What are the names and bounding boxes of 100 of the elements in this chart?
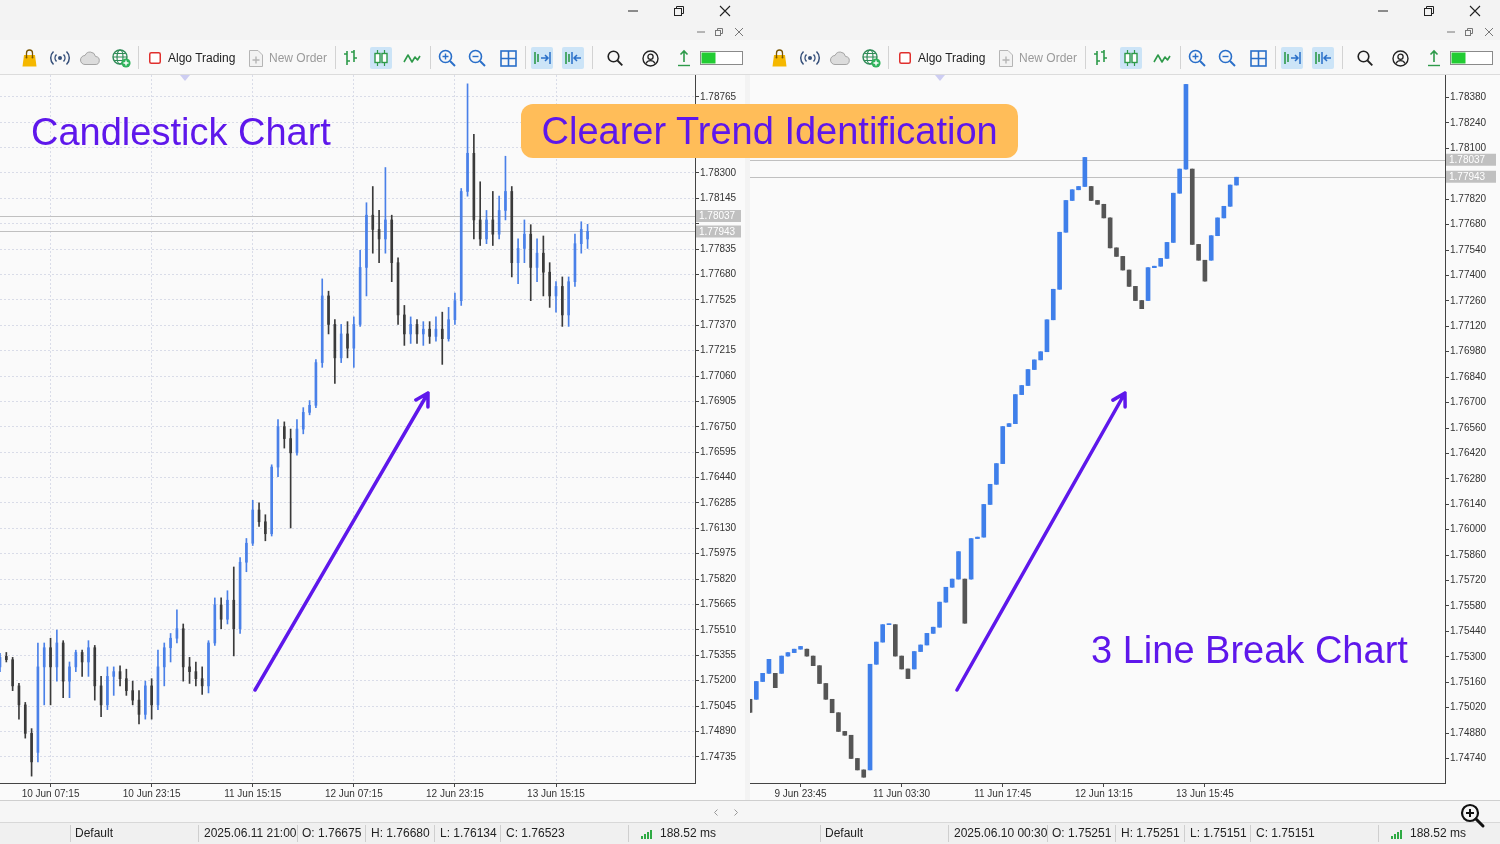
candlestick — [403, 305, 406, 346]
ref-line-label: 1.78037 — [699, 210, 736, 222]
candlestick — [150, 678, 153, 720]
candlestick — [207, 640, 210, 694]
y-tick-label: 1.78765 — [700, 90, 737, 102]
candlestick — [567, 276, 570, 327]
y-tick-label: 1.76595 — [700, 445, 737, 457]
y-tick-label: 1.77835 — [700, 242, 737, 254]
candlestick — [560, 276, 564, 327]
candlestick — [327, 290, 330, 335]
candlestick — [409, 316, 413, 344]
candlestick — [523, 219, 526, 264]
text: Candlestick Chart — [31, 111, 331, 153]
y-tick-label: 1.75020 — [1450, 701, 1487, 713]
y-tick-label: 1.76980 — [1450, 345, 1487, 357]
y-tick-label: 1.77120 — [1450, 320, 1487, 332]
text: L: 1.76134 — [440, 826, 497, 840]
y-tick-label: 1.74740 — [1450, 752, 1487, 764]
x-tick-label: 10 Jun 07:15 — [21, 787, 80, 799]
x-tick-label: 11 Jun 17:45 — [974, 787, 1032, 799]
y-tick-label: 1.75300 — [1450, 650, 1487, 662]
y-tick-label: 1.75580 — [1450, 599, 1487, 611]
candlestick — [485, 210, 488, 245]
x-tick-label: 12 Jun 23:15 — [426, 787, 485, 799]
y-tick-label: 1.74735 — [700, 750, 737, 762]
candlestick — [421, 321, 425, 346]
x-tick-label: 10 Jun 23:15 — [122, 787, 181, 799]
text: C: 1.76523 — [506, 826, 565, 840]
text: H: 1.75251 — [1121, 826, 1180, 840]
y-tick-label: 1.75665 — [700, 598, 737, 610]
text: Algo Trading — [918, 51, 986, 65]
candlestick — [548, 262, 552, 308]
y-tick-label: 1.78145 — [700, 192, 737, 204]
text: H: 1.76680 — [371, 826, 430, 840]
y-tick-label: 1.75720 — [1450, 574, 1487, 586]
y-tick-label: 1.77060 — [700, 369, 737, 381]
candlestick — [188, 657, 191, 684]
x-tick-label: 12 Jun 13:15 — [1074, 787, 1134, 799]
candlestick — [586, 224, 589, 249]
candlestick — [245, 538, 248, 573]
candlestick — [11, 657, 14, 691]
y-tick-label: 1.78380 — [1450, 91, 1487, 103]
y-tick-label: 1.75355 — [700, 649, 737, 661]
candlestick — [365, 202, 368, 297]
y-tick-label: 1.75440 — [1450, 625, 1487, 637]
y-tick-label: 1.76130 — [700, 522, 737, 534]
candlestick — [49, 637, 52, 706]
y-tick-label: 1.75045 — [700, 699, 737, 711]
y-tick-label: 1.75160 — [1450, 675, 1487, 687]
candlestick — [371, 186, 375, 254]
candlestick — [384, 167, 387, 254]
y-tick-label: 1.77540 — [1450, 243, 1487, 255]
y-tick-label: 1.75860 — [1450, 548, 1487, 560]
y-tick-label: 1.77680 — [1450, 218, 1487, 230]
y-tick-label: 1.75510 — [700, 623, 737, 635]
candlestick — [440, 311, 444, 365]
y-tick-label: 1.77525 — [700, 293, 737, 305]
candlestick — [87, 640, 90, 677]
y-tick-label: 1.74880 — [1450, 726, 1487, 738]
candlestick — [143, 680, 147, 720]
candlestick — [346, 321, 349, 359]
candlestick — [226, 590, 229, 625]
y-tick-label: 1.77370 — [700, 319, 737, 330]
y-tick-label: 1.76000 — [1450, 523, 1487, 535]
y-tick-label: 1.76700 — [1450, 396, 1487, 408]
y-tick-label: 1.77215 — [700, 344, 737, 356]
ref-line-label: 1.78037 — [1449, 154, 1486, 166]
y-tick-label: 1.77400 — [1450, 269, 1487, 281]
y-tick-label: 1.75200 — [700, 674, 737, 686]
candlestick — [270, 464, 274, 537]
candlestick — [466, 83, 469, 197]
candlestick — [428, 321, 431, 344]
y-tick-label: 1.75975 — [700, 547, 737, 559]
text: New Order — [269, 51, 328, 65]
y-tick-label: 1.76285 — [700, 496, 737, 508]
y-tick-label: 1.76560 — [1450, 421, 1487, 433]
text: C: 1.75151 — [1256, 826, 1315, 840]
text: Clearer Trend Identification — [541, 110, 998, 152]
y-tick-label: 1.76440 — [700, 471, 737, 483]
text: L: 1.75151 — [1190, 826, 1247, 840]
y-tick-label: 1.77820 — [1450, 192, 1487, 204]
text: O: 1.76675 — [302, 826, 362, 840]
y-tick-label: 1.75820 — [700, 572, 737, 584]
y-tick-label: 1.78300 — [700, 166, 737, 178]
text: 2025.06.10 00:30 — [954, 826, 1048, 840]
candlestick — [131, 680, 135, 706]
y-tick-label: 1.76750 — [700, 420, 737, 432]
ref-line-label: 1.77943 — [1449, 171, 1486, 183]
text: 188.52 ms — [660, 826, 717, 840]
candlestick — [447, 307, 450, 342]
candlestick — [106, 666, 109, 710]
text: O: 1.75251 — [1052, 826, 1112, 840]
candlestick — [282, 421, 286, 449]
candlestick — [68, 661, 71, 698]
y-tick-label: 1.78240 — [1450, 116, 1487, 128]
text: Algo Trading — [168, 51, 236, 65]
candlestick — [125, 668, 128, 696]
text: Default — [75, 826, 114, 840]
y-tick-label: 1.74890 — [700, 725, 737, 737]
y-tick-label: 1.77680 — [700, 268, 737, 280]
